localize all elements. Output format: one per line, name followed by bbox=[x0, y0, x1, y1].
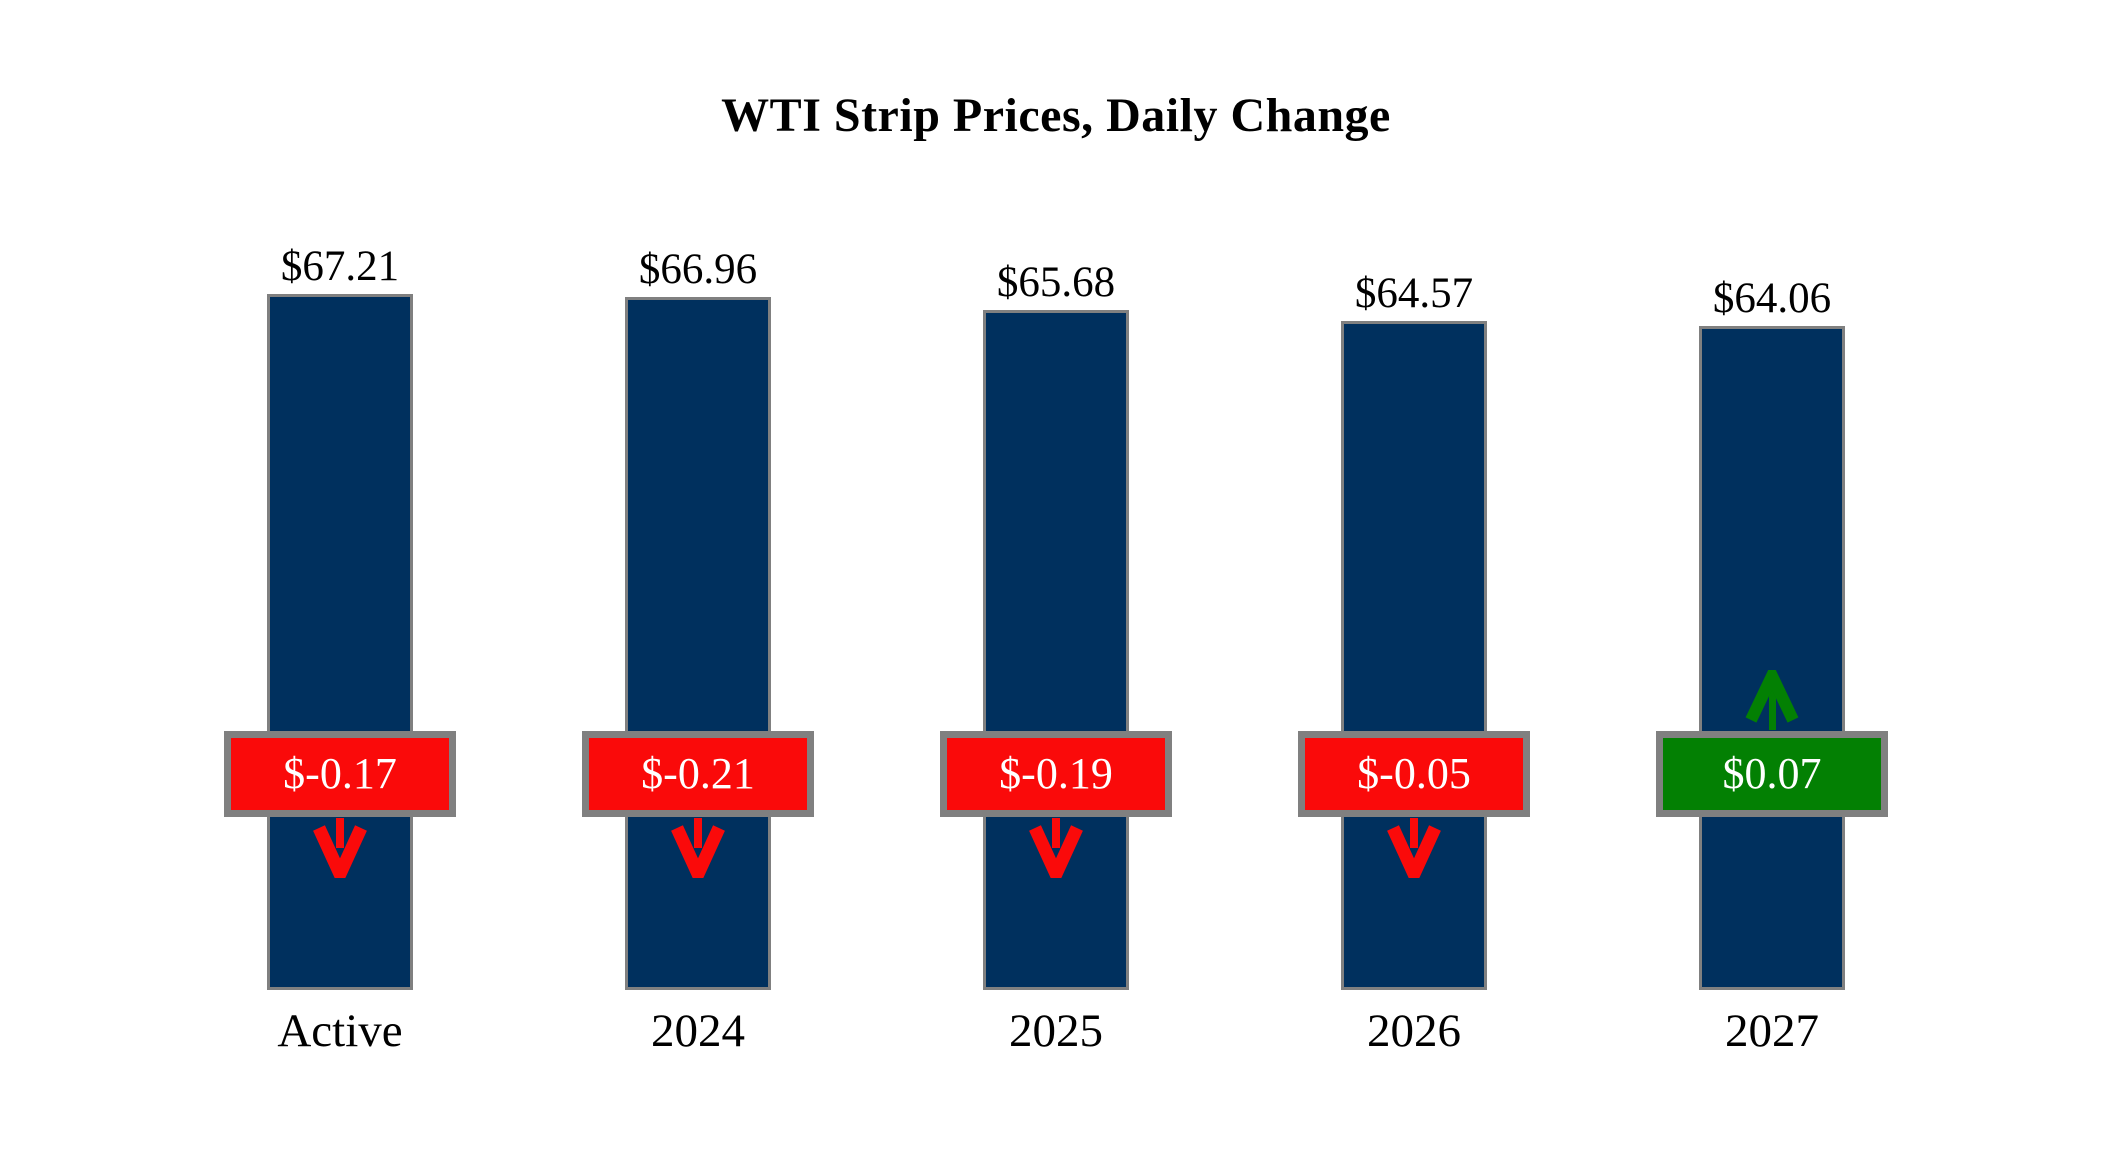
category-label: 2025 bbox=[1009, 1005, 1103, 1057]
price-label: $64.57 bbox=[1354, 270, 1474, 317]
change-value: $-0.17 bbox=[283, 749, 397, 798]
price-bar bbox=[1699, 326, 1845, 990]
bar-group-active: $67.21 $-0.17 Active bbox=[161, 0, 519, 1152]
price-bar bbox=[983, 310, 1129, 990]
change-badge: $-0.21 bbox=[582, 731, 814, 817]
bar-group-2026: $64.57 $-0.05 2026 bbox=[1235, 0, 1593, 1152]
down-arrow-icon bbox=[313, 818, 367, 878]
price-label: $64.06 bbox=[1712, 275, 1832, 322]
change-badge: $-0.17 bbox=[224, 731, 456, 817]
price-bar bbox=[625, 297, 771, 990]
change-badge: $-0.05 bbox=[1298, 731, 1530, 817]
category-label: 2024 bbox=[651, 1005, 745, 1057]
price-bar bbox=[267, 294, 413, 990]
chart-title: WTI Strip Prices, Daily Change bbox=[721, 89, 1391, 142]
price-label: $65.68 bbox=[996, 259, 1116, 306]
bar-group-2027: $64.06 $0.07 2027 bbox=[1593, 0, 1951, 1152]
bar-group-2025: $65.68 $-0.19 2025 bbox=[877, 0, 1235, 1152]
down-arrow-icon bbox=[1387, 818, 1441, 878]
change-value: $-0.19 bbox=[999, 749, 1113, 798]
bar-group-2024: $66.96 $-0.21 2024 bbox=[519, 0, 877, 1152]
chart-plot-area: $67.21 $-0.17 Active $66.96 $-0.21 2024 bbox=[161, 0, 1951, 1152]
change-value: $0.07 bbox=[1722, 749, 1822, 798]
change-badge: $0.07 bbox=[1656, 731, 1888, 817]
category-label: Active bbox=[277, 1005, 403, 1057]
price-label: $66.96 bbox=[638, 246, 758, 293]
down-arrow-icon bbox=[1029, 818, 1083, 878]
change-value: $-0.05 bbox=[1357, 749, 1471, 798]
change-badge: $-0.19 bbox=[940, 731, 1172, 817]
up-arrow-icon bbox=[1745, 670, 1799, 730]
price-label: $67.21 bbox=[280, 243, 400, 290]
price-bar bbox=[1341, 321, 1487, 990]
category-label: 2026 bbox=[1367, 1005, 1461, 1057]
down-arrow-icon bbox=[671, 818, 725, 878]
change-value: $-0.21 bbox=[641, 749, 755, 798]
category-label: 2027 bbox=[1725, 1005, 1819, 1057]
